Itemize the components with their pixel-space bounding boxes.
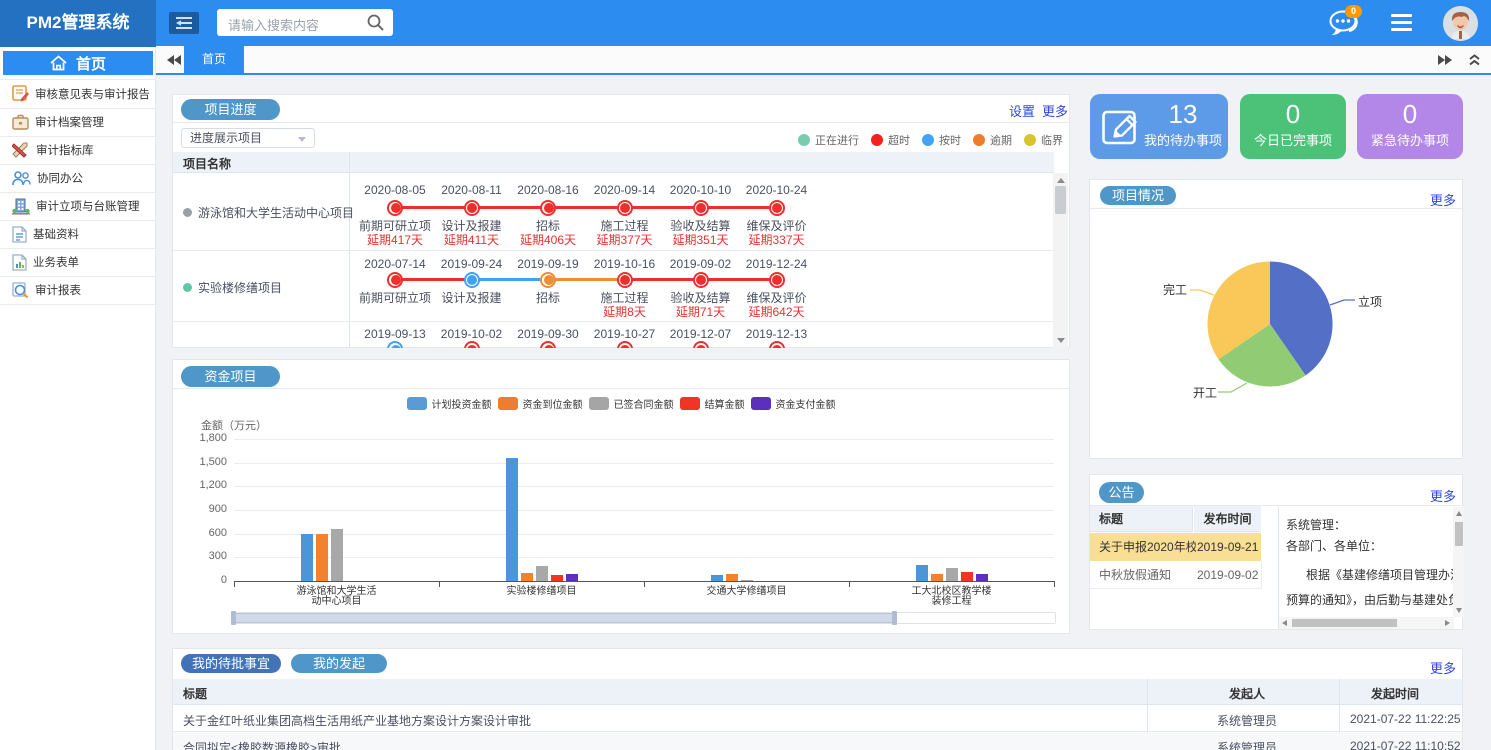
svg-text:开工: 开工 (1193, 386, 1217, 400)
svg-text:完工: 完工 (1163, 282, 1187, 297)
svg-text:立项: 立项 (1358, 294, 1382, 309)
